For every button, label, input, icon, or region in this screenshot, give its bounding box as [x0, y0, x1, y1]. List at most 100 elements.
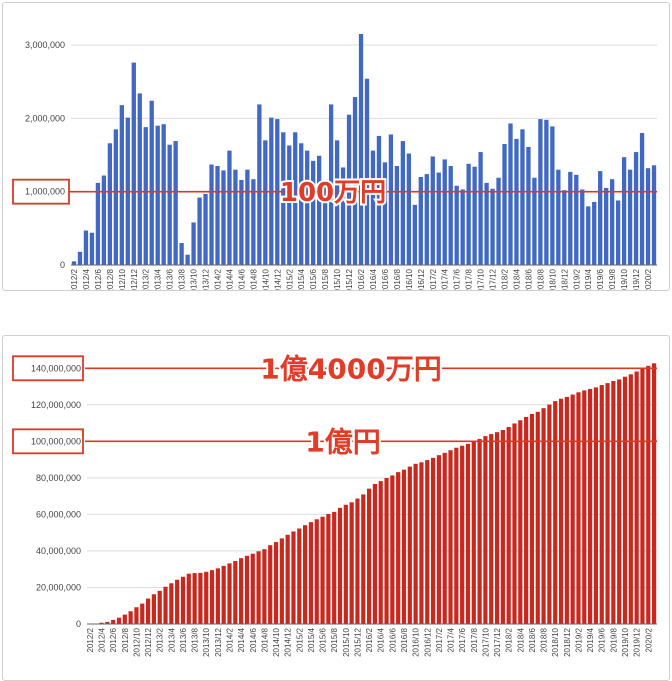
- bar: [239, 179, 244, 265]
- bar: [281, 132, 286, 265]
- x-tick-label: 2014/6: [237, 268, 246, 290]
- x-tick-label: 2013/6: [179, 627, 188, 652]
- bar: [221, 170, 226, 265]
- bar: [605, 383, 610, 624]
- bar: [89, 232, 95, 265]
- bar: [553, 401, 558, 624]
- bar: [615, 200, 621, 265]
- bar: [627, 169, 633, 265]
- bar: [101, 175, 107, 265]
- bar: [520, 129, 525, 265]
- bar: [349, 502, 354, 624]
- bar: [526, 146, 531, 265]
- bar: [466, 163, 471, 265]
- bar: [251, 179, 256, 265]
- x-tick-label: 2017/4: [441, 268, 450, 290]
- bar: [582, 390, 587, 624]
- bar: [478, 152, 483, 265]
- bar: [388, 134, 394, 265]
- bar: [215, 568, 220, 624]
- bar: [197, 197, 202, 265]
- x-tick-label: 2018/2: [501, 268, 510, 290]
- bar: [418, 177, 423, 265]
- bar: [580, 189, 585, 265]
- bar: [628, 374, 633, 624]
- x-tick-label: 2012/8: [121, 627, 130, 652]
- bar: [370, 150, 376, 265]
- x-tick-label: 2014/2: [214, 268, 223, 290]
- x-tick-label: 2017/12: [493, 627, 502, 656]
- x-tick-label: 2015/4: [307, 627, 316, 652]
- y-tick-label: 20,000,000: [36, 582, 81, 592]
- x-tick-label: 2013/2: [156, 627, 165, 652]
- x-tick-label: 2016/10: [412, 627, 421, 656]
- bar: [586, 206, 591, 265]
- bar: [604, 188, 609, 265]
- x-tick-label: 2019/2: [574, 627, 583, 652]
- y-tick-label: 100,000,000: [31, 436, 81, 446]
- x-tick-label: 2018/4: [516, 627, 525, 652]
- x-tick-label: 2012/2: [70, 268, 79, 290]
- bar: [384, 477, 389, 624]
- bar: [372, 484, 378, 624]
- bar: [352, 97, 358, 265]
- cumulative-bar-chart: 0 20,000,000 40,000,000 60,000,000 80,000,00…: [12, 350, 657, 657]
- x-tick-label: 2018/12: [563, 627, 572, 656]
- bar: [617, 379, 622, 624]
- bar: [245, 169, 250, 265]
- bar: [314, 519, 319, 624]
- bar: [430, 156, 435, 265]
- x-tick-label: 2015/2: [285, 268, 294, 290]
- x-tick-label: 2016/4: [369, 268, 378, 290]
- bar: [598, 171, 603, 265]
- bar: [71, 261, 77, 265]
- bar: [155, 125, 160, 266]
- x-tick-label: 2017/6: [453, 268, 462, 290]
- x-tick-label: 2015/6: [309, 268, 318, 290]
- y-tick-label: 3,000,000: [25, 40, 65, 50]
- x-tick-label: 2018/10: [548, 268, 557, 290]
- bar: [496, 177, 501, 265]
- bar: [180, 576, 186, 624]
- x-tick-label: 2016/6: [381, 268, 390, 290]
- bar: [592, 201, 597, 265]
- bar: [134, 607, 139, 624]
- x-tick-label: 2019/12: [633, 627, 642, 656]
- x-tick-label: 2013/8: [191, 627, 200, 652]
- bar: [442, 452, 447, 624]
- x-tick-label: 2015/8: [330, 627, 339, 652]
- bar: [376, 135, 382, 265]
- x-tick-label: 2015/2: [295, 627, 304, 652]
- bar: [227, 150, 232, 265]
- bar: [518, 420, 523, 624]
- bar: [297, 528, 302, 624]
- bar: [524, 416, 529, 624]
- reference-tick-highlight-box: [12, 355, 84, 382]
- bar: [215, 166, 220, 265]
- x-tick-label: 2012/6: [109, 627, 118, 652]
- x-tick-label: 2017/4: [447, 627, 456, 652]
- bar: [419, 462, 424, 624]
- bar: [346, 114, 352, 266]
- x-tick-label: 2018/8: [540, 627, 549, 652]
- bar: [191, 222, 196, 265]
- bar: [472, 166, 477, 265]
- bar: [239, 558, 244, 624]
- x-tick-label: 2017/2: [435, 627, 444, 652]
- x-tick-label: 2015/10: [333, 268, 342, 290]
- bar: [119, 105, 124, 265]
- x-tick-label: 2016/8: [393, 268, 402, 290]
- x-tick-label: 2018/6: [528, 627, 537, 652]
- bar: [157, 590, 162, 624]
- x-tick-label: 2016/8: [400, 627, 409, 652]
- bar: [273, 542, 279, 624]
- bar: [576, 392, 581, 624]
- bar: [532, 177, 537, 265]
- bar: [547, 404, 552, 624]
- bar: [107, 143, 113, 265]
- x-tick-label: 2012/4: [98, 627, 107, 652]
- x-tick-label: 2012/4: [82, 268, 91, 290]
- bar: [209, 570, 215, 624]
- bar: [332, 511, 337, 624]
- bar: [128, 611, 133, 624]
